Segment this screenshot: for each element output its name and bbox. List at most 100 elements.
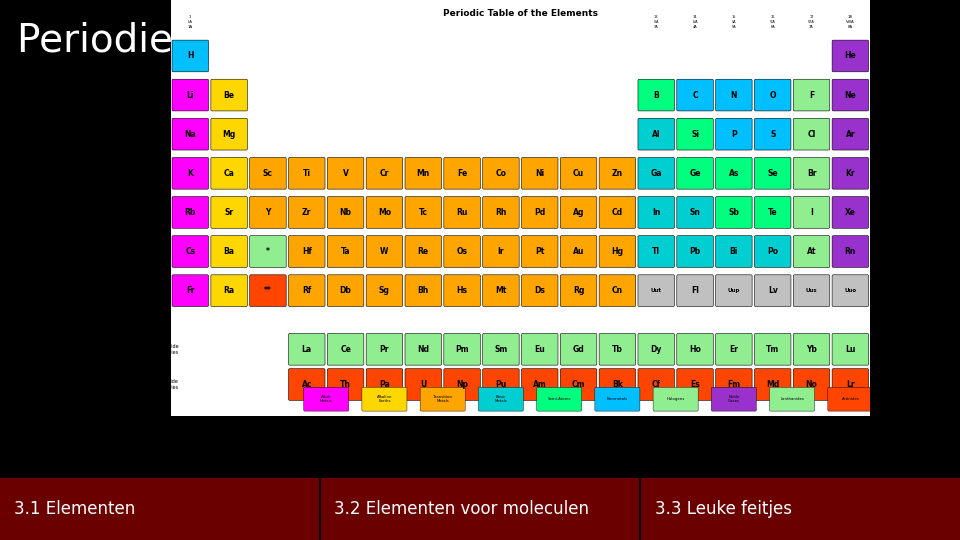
FancyBboxPatch shape bbox=[327, 235, 364, 267]
FancyBboxPatch shape bbox=[327, 197, 364, 228]
Text: Si: Si bbox=[691, 130, 699, 139]
FancyBboxPatch shape bbox=[832, 235, 869, 267]
FancyBboxPatch shape bbox=[711, 387, 756, 411]
Text: Pd: Pd bbox=[534, 208, 545, 217]
FancyBboxPatch shape bbox=[478, 387, 523, 411]
Text: W: W bbox=[380, 247, 389, 256]
Text: Cl: Cl bbox=[807, 130, 816, 139]
FancyBboxPatch shape bbox=[832, 334, 869, 365]
Text: Ar: Ar bbox=[846, 130, 855, 139]
Text: Ga: Ga bbox=[651, 169, 662, 178]
Text: B: B bbox=[654, 91, 660, 99]
Text: Pr: Pr bbox=[379, 345, 389, 354]
Text: H: H bbox=[187, 51, 194, 60]
Text: Tb: Tb bbox=[612, 345, 623, 354]
Text: Cn: Cn bbox=[612, 286, 623, 295]
FancyBboxPatch shape bbox=[793, 334, 829, 365]
FancyBboxPatch shape bbox=[755, 79, 791, 111]
Text: Fr: Fr bbox=[186, 286, 195, 295]
FancyBboxPatch shape bbox=[599, 197, 636, 228]
FancyBboxPatch shape bbox=[303, 387, 348, 411]
FancyBboxPatch shape bbox=[521, 275, 558, 307]
Text: Lv: Lv bbox=[768, 286, 778, 295]
FancyBboxPatch shape bbox=[444, 158, 480, 189]
Text: U: U bbox=[420, 380, 426, 389]
FancyBboxPatch shape bbox=[250, 158, 286, 189]
Text: Sg: Sg bbox=[379, 286, 390, 295]
FancyBboxPatch shape bbox=[793, 197, 829, 228]
Text: Periodic Table of the Elements: Periodic Table of the Elements bbox=[443, 9, 598, 18]
Text: Al: Al bbox=[652, 130, 660, 139]
Text: Yb: Yb bbox=[806, 345, 817, 354]
FancyBboxPatch shape bbox=[289, 275, 325, 307]
Text: Ra: Ra bbox=[224, 286, 234, 295]
Text: Lanthanide
Series: Lanthanide Series bbox=[151, 344, 179, 355]
FancyBboxPatch shape bbox=[405, 369, 442, 400]
Text: Li: Li bbox=[186, 91, 194, 99]
Text: Pt: Pt bbox=[535, 247, 544, 256]
FancyBboxPatch shape bbox=[832, 197, 869, 228]
Text: Fl: Fl bbox=[691, 286, 699, 295]
FancyBboxPatch shape bbox=[755, 369, 791, 400]
FancyBboxPatch shape bbox=[444, 235, 480, 267]
FancyBboxPatch shape bbox=[444, 369, 480, 400]
Text: Ds: Ds bbox=[535, 286, 545, 295]
Text: Ru: Ru bbox=[456, 208, 468, 217]
FancyBboxPatch shape bbox=[599, 275, 636, 307]
Text: Bi: Bi bbox=[730, 247, 738, 256]
Text: Ni: Ni bbox=[535, 169, 544, 178]
FancyBboxPatch shape bbox=[755, 334, 791, 365]
Text: Zr: Zr bbox=[302, 208, 311, 217]
Text: Lu: Lu bbox=[845, 345, 855, 354]
Text: Fe: Fe bbox=[457, 169, 468, 178]
FancyBboxPatch shape bbox=[715, 197, 752, 228]
Text: Cu: Cu bbox=[573, 169, 584, 178]
Text: Db: Db bbox=[340, 286, 351, 295]
FancyBboxPatch shape bbox=[755, 197, 791, 228]
FancyBboxPatch shape bbox=[832, 275, 869, 307]
Text: 15
VA
5A: 15 VA 5A bbox=[732, 15, 736, 29]
FancyBboxPatch shape bbox=[250, 275, 286, 307]
FancyBboxPatch shape bbox=[250, 235, 286, 267]
Text: Ac: Ac bbox=[301, 380, 312, 389]
FancyBboxPatch shape bbox=[405, 275, 442, 307]
FancyBboxPatch shape bbox=[677, 334, 713, 365]
Text: Ir: Ir bbox=[497, 247, 504, 256]
Text: 16
VIA
6A: 16 VIA 6A bbox=[770, 15, 776, 29]
Text: Rg: Rg bbox=[573, 286, 585, 295]
Text: Fm: Fm bbox=[728, 380, 740, 389]
FancyBboxPatch shape bbox=[638, 235, 675, 267]
FancyBboxPatch shape bbox=[483, 275, 519, 307]
FancyBboxPatch shape bbox=[793, 158, 829, 189]
FancyBboxPatch shape bbox=[832, 369, 869, 400]
FancyBboxPatch shape bbox=[793, 79, 829, 111]
Text: I: I bbox=[810, 208, 813, 217]
FancyBboxPatch shape bbox=[211, 235, 248, 267]
FancyBboxPatch shape bbox=[172, 197, 208, 228]
FancyBboxPatch shape bbox=[561, 275, 597, 307]
FancyBboxPatch shape bbox=[638, 369, 675, 400]
Bar bbox=[171, 0, 870, 416]
FancyBboxPatch shape bbox=[444, 334, 480, 365]
FancyBboxPatch shape bbox=[755, 275, 791, 307]
Bar bbox=[320, 478, 640, 540]
FancyBboxPatch shape bbox=[832, 118, 869, 150]
Text: Tm: Tm bbox=[766, 345, 780, 354]
Text: Th: Th bbox=[340, 380, 351, 389]
FancyBboxPatch shape bbox=[366, 197, 402, 228]
Text: Pm: Pm bbox=[455, 345, 468, 354]
Text: Eu: Eu bbox=[535, 345, 545, 354]
Text: Cd: Cd bbox=[612, 208, 623, 217]
Text: Es: Es bbox=[690, 380, 700, 389]
FancyBboxPatch shape bbox=[289, 235, 325, 267]
Text: Uus: Uus bbox=[805, 288, 817, 293]
FancyBboxPatch shape bbox=[715, 369, 752, 400]
FancyBboxPatch shape bbox=[362, 387, 407, 411]
Text: S: S bbox=[770, 130, 776, 139]
FancyBboxPatch shape bbox=[832, 158, 869, 189]
Text: Xe: Xe bbox=[845, 208, 855, 217]
Text: 13
IIIA
3A: 13 IIIA 3A bbox=[654, 15, 659, 29]
Text: 14
IVA
4A: 14 IVA 4A bbox=[692, 15, 698, 29]
FancyBboxPatch shape bbox=[715, 158, 752, 189]
Text: Rb: Rb bbox=[184, 208, 196, 217]
